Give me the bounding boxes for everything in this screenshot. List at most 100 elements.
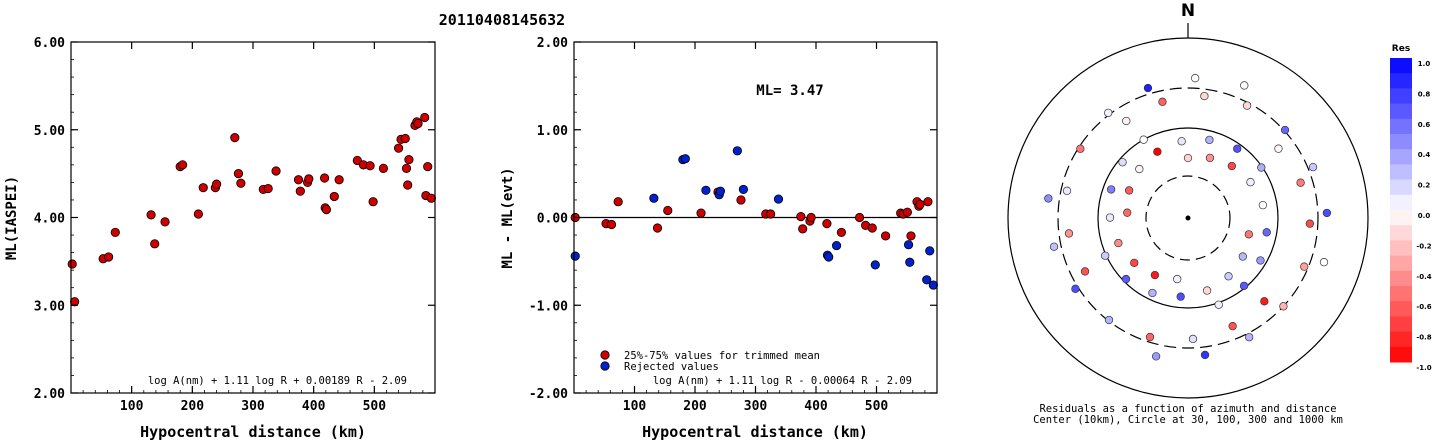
residual-point-red xyxy=(652,223,663,233)
station-marker xyxy=(1062,186,1072,195)
ml-point-red xyxy=(404,154,414,165)
residual-point-red xyxy=(663,205,673,216)
station-marker xyxy=(1245,333,1254,342)
ml-point-red xyxy=(146,210,156,220)
polar-caption-line2: Center (10km), Circle at 30, 100, 300 an… xyxy=(1033,414,1343,426)
residual-vs-distance-panel: -2.00 -1.00 0.00 1.00 2.00 100 200 300 400 500 Hy… xyxy=(500,36,938,441)
residual-scatter-points xyxy=(570,146,938,290)
ml-x-tick-label: 300 xyxy=(241,399,265,414)
residual-point-blue xyxy=(732,146,742,156)
colorbar-title: Res xyxy=(1392,44,1410,54)
residual-point-blue xyxy=(773,194,784,204)
station-marker xyxy=(1239,281,1249,291)
residual-point-red xyxy=(915,199,925,209)
station-marker xyxy=(1260,297,1269,306)
station-marker xyxy=(1233,144,1242,153)
colorbar-bands xyxy=(1390,58,1412,363)
station-marker xyxy=(1258,200,1268,210)
colorbar-band xyxy=(1390,194,1412,211)
residual-point-blue xyxy=(870,260,880,270)
station-marker xyxy=(1153,147,1162,156)
station-marker xyxy=(1105,213,1115,222)
station-marker xyxy=(1173,274,1182,284)
station-marker xyxy=(1183,153,1193,163)
residual-point-blue xyxy=(922,275,932,285)
station-marker xyxy=(1106,185,1116,194)
station-marker xyxy=(1227,161,1236,171)
residual-y-axis-label: ML - ML(evt) xyxy=(500,167,516,268)
station-marker xyxy=(1296,178,1305,187)
ring-300km xyxy=(1057,87,1319,349)
ml-x-axis-label: Hypocentral distance (km) xyxy=(140,423,366,441)
ml-point-red xyxy=(334,175,344,185)
colorbar-band xyxy=(1390,179,1412,196)
ml-axes: 2.00 3.00 4.00 5.00 6.00 100 200 300 400 500 xyxy=(34,36,436,414)
station-marker xyxy=(1151,352,1161,361)
residual-point-blue xyxy=(925,246,935,256)
station-marker xyxy=(1191,74,1200,83)
ml-event-label: ML= 3.47 xyxy=(756,83,823,99)
colorbar-tick-label: -0.4 xyxy=(1416,273,1431,281)
ml-point-red xyxy=(413,119,423,129)
station-marker xyxy=(1238,252,1247,261)
station-marker xyxy=(1224,272,1233,281)
ml-point-red xyxy=(420,112,430,123)
station-marker xyxy=(1205,153,1215,163)
residual-point-red xyxy=(867,223,877,233)
residual-point-red xyxy=(902,207,912,217)
colorbar-band xyxy=(1390,88,1412,105)
residual-point-blue xyxy=(824,252,834,262)
ml-point-red xyxy=(321,205,332,215)
residual-point-red xyxy=(796,212,806,222)
colorbar-band xyxy=(1390,58,1412,74)
station-marker xyxy=(1308,162,1318,172)
residual-point-blue xyxy=(831,240,842,251)
colorbar-band xyxy=(1390,331,1412,348)
station-marker xyxy=(1150,270,1160,280)
station-marker xyxy=(1101,251,1110,260)
ml-point-red xyxy=(368,197,378,207)
colorbar-band xyxy=(1390,240,1412,257)
colorbar-band xyxy=(1390,103,1412,120)
residual-point-red xyxy=(854,212,865,223)
ml-point-red xyxy=(426,193,436,203)
residual-point-red xyxy=(822,219,832,229)
ml-y-tick-label: 2.00 xyxy=(34,387,65,402)
ml-point-red xyxy=(263,183,273,194)
ml-point-red xyxy=(365,161,375,171)
residual-point-blue xyxy=(905,257,915,267)
residual-x-tick-label: 300 xyxy=(744,399,768,414)
ml-y-tick-label: 3.00 xyxy=(34,299,65,314)
station-marker xyxy=(1214,300,1223,309)
station-marker xyxy=(1124,186,1134,195)
ml-point-red xyxy=(178,160,188,170)
ml-point-red xyxy=(160,217,170,227)
station-marker xyxy=(1114,238,1123,248)
colorbar-band xyxy=(1390,73,1412,89)
ml-point-red xyxy=(193,209,203,219)
residual-x-tick-label: 100 xyxy=(623,399,647,414)
ml-point-red xyxy=(329,191,339,202)
station-marker xyxy=(1139,135,1148,144)
residual-x-tick-label: 200 xyxy=(683,399,707,414)
ml-point-red xyxy=(378,163,389,173)
station-marker xyxy=(1064,229,1074,238)
station-marker xyxy=(1049,242,1059,251)
figure-title: 20110408145632 xyxy=(439,11,565,29)
colorbar-tick-label: 0.6 xyxy=(1418,121,1431,129)
station-marker xyxy=(1305,219,1315,228)
colorbar-band xyxy=(1390,301,1412,317)
colorbar-band xyxy=(1390,134,1412,150)
residual-point-red xyxy=(836,227,847,238)
legend-marker-rejected xyxy=(600,361,610,371)
station-marker xyxy=(1123,208,1132,217)
residual-y-tick-label: -1.00 xyxy=(529,299,568,314)
station-marker xyxy=(1240,81,1249,90)
colorbar-band xyxy=(1390,225,1412,241)
residual-point-blue xyxy=(928,280,938,290)
ml-point-red xyxy=(212,179,222,189)
ml-point-red xyxy=(236,178,246,188)
station-marker xyxy=(1148,288,1157,298)
residual-point-red xyxy=(798,224,808,234)
station-marker xyxy=(1118,158,1127,167)
